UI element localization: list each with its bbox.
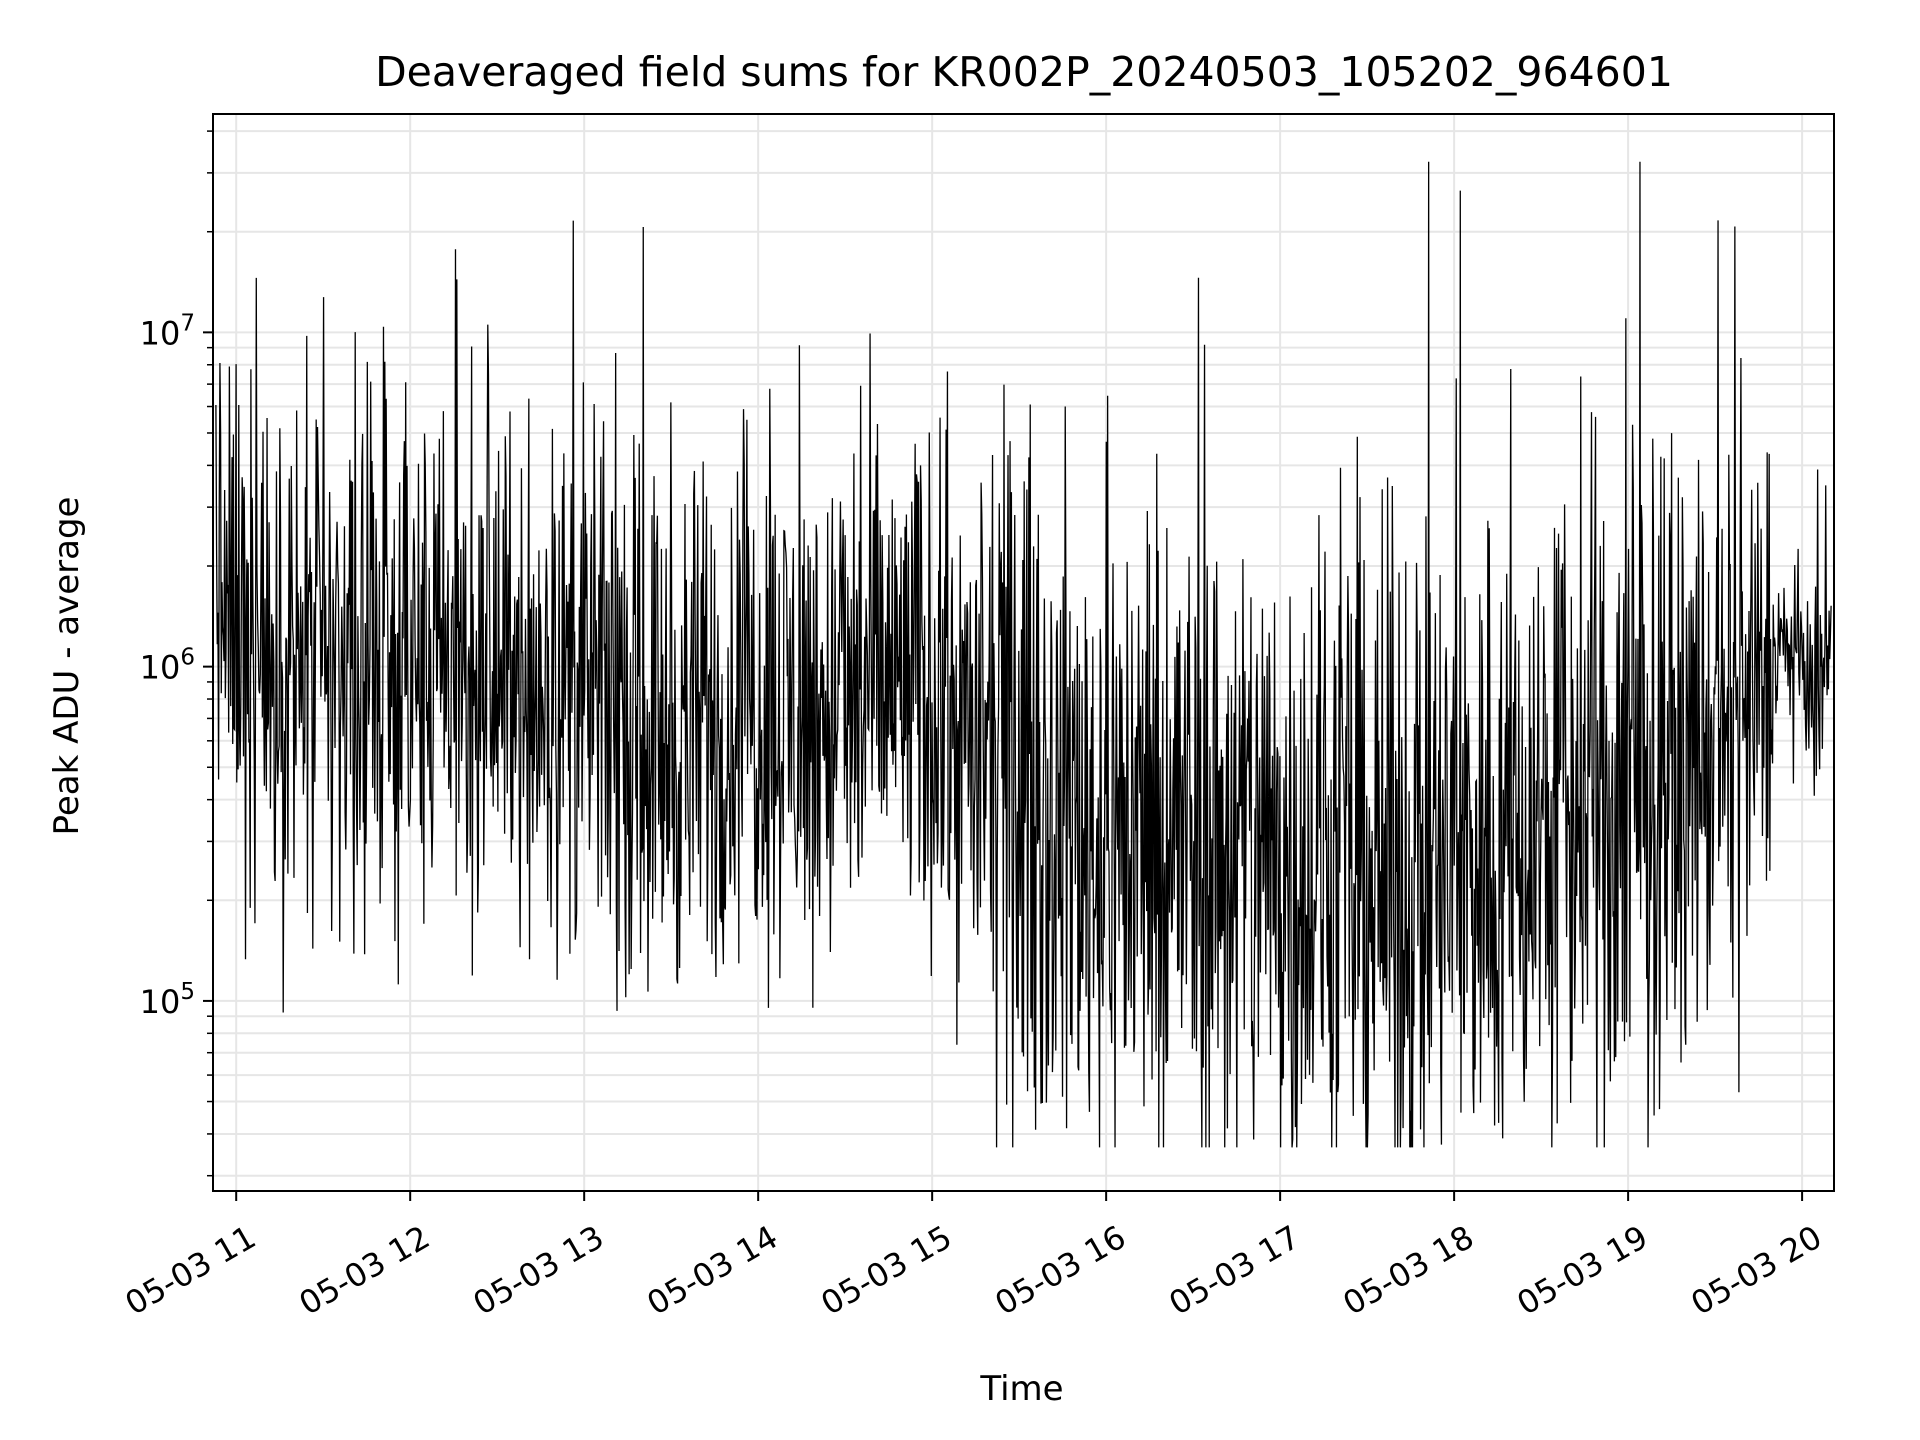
y-axis: 105 106 107: [140, 130, 213, 1177]
plot-frame: [212, 113, 1835, 1192]
y-axis-label: Peak ADU - average: [47, 497, 87, 836]
x-axis-label: Time: [979, 1369, 1063, 1409]
y-tick-label: 107: [140, 310, 195, 352]
series-line: [215, 161, 1832, 1148]
y-tick-label: 106: [140, 645, 195, 687]
chart-title: Deaveraged field sums for KR002P_2024050…: [375, 48, 1673, 96]
data-series: [215, 161, 1832, 1148]
y-tick-label: 105: [140, 979, 195, 1021]
